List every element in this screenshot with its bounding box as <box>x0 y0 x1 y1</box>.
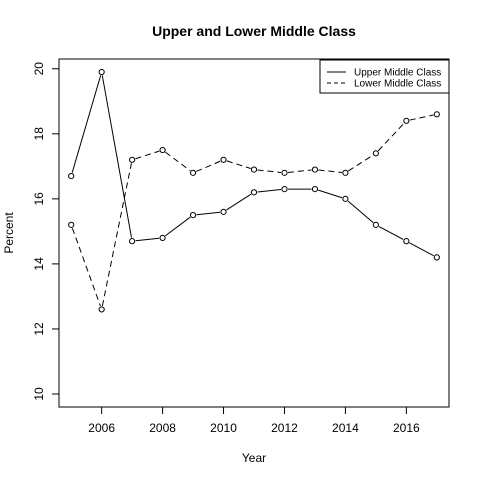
series-segment <box>71 227 101 307</box>
y-tick-label: 18 <box>32 127 46 141</box>
series-segment <box>165 216 191 237</box>
series-segment <box>226 160 251 169</box>
data-point <box>372 221 379 228</box>
series-2 <box>68 111 440 313</box>
data-point <box>68 221 75 228</box>
series-1 <box>68 68 440 261</box>
data-point <box>342 195 349 202</box>
y-tick-label: 10 <box>32 387 46 401</box>
series-segment <box>318 169 342 173</box>
series-segment <box>287 169 312 173</box>
series-segment <box>257 169 282 173</box>
series-segment <box>135 150 160 160</box>
data-point <box>311 185 319 193</box>
series-segment <box>409 242 434 257</box>
data-point <box>433 254 440 261</box>
y-tick-label: 14 <box>32 257 46 271</box>
series-segment <box>318 189 343 199</box>
y-tick-label: 12 <box>32 322 46 336</box>
series-segment <box>101 75 132 238</box>
data-point <box>129 156 136 163</box>
legend-label: Lower Middle Class <box>354 79 441 90</box>
x-axis-label: Year <box>242 451 266 465</box>
series-segment <box>226 193 252 211</box>
data-point <box>372 150 379 157</box>
series-segment <box>347 200 374 223</box>
series-segment <box>196 211 221 216</box>
x-tick-label: 2012 <box>271 421 298 435</box>
data-point <box>342 169 349 176</box>
x-axis: 2006 2008 2010 2012 2014 2016 <box>88 406 420 435</box>
data-point <box>129 238 136 245</box>
series-segment <box>378 226 404 240</box>
series-segment <box>348 154 374 172</box>
legend-box <box>319 59 450 94</box>
x-tick-label: 2010 <box>210 421 237 435</box>
chart-title: Upper and Lower Middle Class <box>152 23 356 39</box>
series-segment <box>101 163 132 307</box>
series-layer <box>68 68 440 313</box>
data-point <box>281 185 288 193</box>
y-axis: 10 12 14 16 18 20 <box>32 62 60 401</box>
data-point <box>159 234 166 241</box>
series-segment <box>377 123 405 152</box>
series-segment <box>257 188 282 193</box>
y-tick-label: 16 <box>32 192 46 206</box>
data-point <box>159 146 166 154</box>
x-tick-label: 2014 <box>332 421 359 435</box>
legend-label: Upper Middle Class <box>354 68 441 79</box>
data-point <box>98 306 105 313</box>
data-point <box>98 68 105 76</box>
y-tick-label: 20 <box>32 62 46 76</box>
y-axis-label: Percent <box>2 212 16 254</box>
data-point <box>68 172 75 180</box>
x-tick-label: 2008 <box>149 421 176 435</box>
data-point <box>250 166 258 173</box>
series-segment <box>135 237 160 242</box>
data-point <box>189 212 197 219</box>
data-point <box>281 169 288 176</box>
series-segment <box>165 151 191 172</box>
series-segment <box>196 160 221 172</box>
x-tick-label: 2016 <box>393 421 420 435</box>
data-point <box>189 169 197 176</box>
data-point <box>220 208 227 215</box>
data-point <box>250 189 258 196</box>
series-segment <box>71 75 102 173</box>
series-segment <box>409 114 434 121</box>
data-point <box>403 238 410 245</box>
x-tick-label: 2006 <box>88 421 115 435</box>
data-point <box>403 117 410 124</box>
data-point <box>433 111 440 118</box>
data-point <box>311 166 319 173</box>
data-point <box>220 156 227 163</box>
